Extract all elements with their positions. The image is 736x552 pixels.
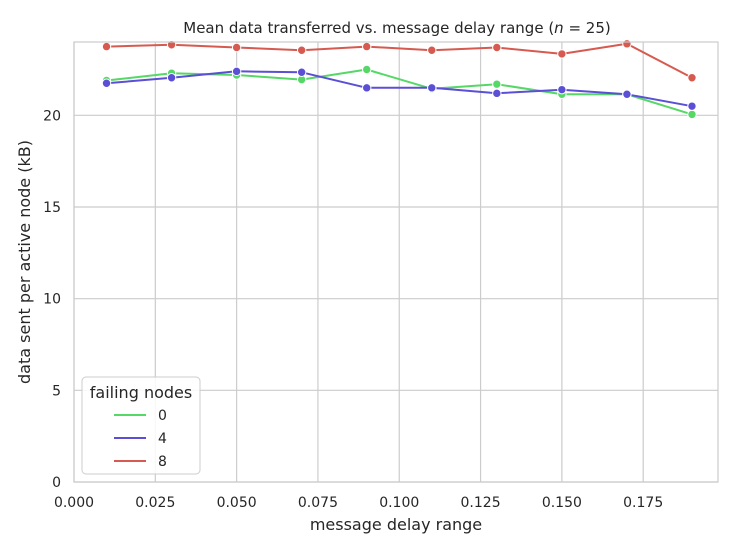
plot-frame xyxy=(73,41,719,483)
x-tick-label: 0.100 xyxy=(379,495,419,511)
y-tick-labels: 0 5 10 15 20 xyxy=(43,108,61,491)
series-0-point xyxy=(687,109,697,120)
x-tick-label: 0.050 xyxy=(217,495,257,511)
series-8-point xyxy=(492,42,502,53)
series-0-point xyxy=(492,79,502,89)
legend-label: 0 xyxy=(158,408,167,424)
x-tick-label: 0.125 xyxy=(461,495,501,511)
series-8-point xyxy=(362,41,372,52)
x-axis-label: message delay range xyxy=(310,515,482,534)
legend-label: 8 xyxy=(158,454,167,470)
legend: failing nodes 0 4 8 xyxy=(81,376,201,475)
y-tick-label: 0 xyxy=(52,475,61,491)
series-4-point xyxy=(296,67,307,77)
y-tick-label: 5 xyxy=(52,383,61,399)
series-8-point xyxy=(166,40,177,50)
series-4-point xyxy=(101,78,112,88)
series-0-point xyxy=(362,64,372,75)
y-tick-label: 20 xyxy=(43,108,61,124)
series-points xyxy=(101,39,697,120)
x-tick-label: 0.150 xyxy=(542,495,582,511)
y-axis-label: data sent per active node (kB) xyxy=(15,140,34,384)
legend-box xyxy=(81,376,201,475)
x-tick-label: 0.025 xyxy=(135,495,175,511)
series-4-point xyxy=(687,101,697,111)
series-4-point xyxy=(492,88,502,99)
y-tick-label: 15 xyxy=(43,200,61,216)
series-4-point xyxy=(166,73,177,83)
x-tick-label: 0.075 xyxy=(298,495,338,511)
series-4-point xyxy=(427,83,437,93)
legend-entries: 0 4 8 xyxy=(114,408,167,470)
legend-label: 4 xyxy=(158,431,167,447)
series-8-point xyxy=(622,39,632,49)
series-4-point xyxy=(557,84,567,95)
series-8-point xyxy=(687,73,697,83)
series-4-point xyxy=(362,83,372,93)
series-8-point xyxy=(101,41,112,52)
legend-title: failing nodes xyxy=(90,383,192,402)
x-tick-label: 0.175 xyxy=(623,495,663,511)
series-lines xyxy=(106,42,693,116)
x-tick-label: 0.000 xyxy=(54,495,94,511)
series-line-4 xyxy=(106,70,693,108)
series-8-point xyxy=(557,49,567,59)
series-4-point xyxy=(622,89,632,99)
x-tick-labels: 0.000 0.025 0.050 0.075 0.100 0.125 0.150 0.175 xyxy=(54,495,663,511)
series-line-8 xyxy=(106,42,693,79)
chart-title: Mean data transferred vs. message delay … xyxy=(183,19,610,37)
series-8-point xyxy=(296,45,307,55)
series-4-point xyxy=(231,66,242,77)
series-8-point xyxy=(427,45,437,55)
y-tick-label: 10 xyxy=(43,292,61,308)
series-8-point xyxy=(231,42,242,53)
